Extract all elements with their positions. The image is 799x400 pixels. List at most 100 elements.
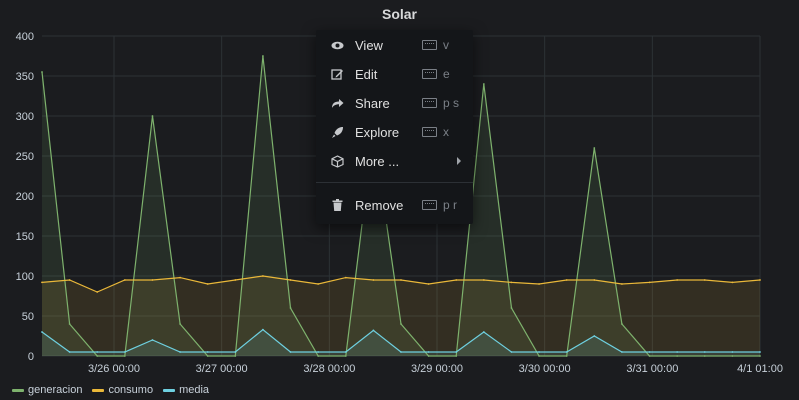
series-area-media <box>42 329 760 356</box>
series-area-generacion <box>42 56 760 356</box>
panel-title[interactable]: Solar <box>381 6 417 22</box>
data-point-media <box>648 351 651 353</box>
menu-item-share[interactable]: Share p s <box>316 90 473 116</box>
menu-item-label: Remove <box>355 197 404 213</box>
y-tick-label: 300 <box>16 111 34 123</box>
y-tick-label: 200 <box>16 191 34 203</box>
data-point-media <box>703 351 706 353</box>
data-point-consumo <box>648 281 651 284</box>
data-point-generacion <box>151 115 154 117</box>
data-point-consumo <box>759 279 761 281</box>
data-point-media <box>344 351 347 353</box>
panel-context-menu: View v Edit e Share p s Explore x <box>316 30 473 224</box>
data-point-generacion <box>703 355 706 357</box>
x-tick-label: 3/29 00:00 <box>411 363 463 375</box>
data-point-media <box>123 351 126 353</box>
data-point-media <box>455 351 458 353</box>
legend-item-consumo[interactable]: consumo <box>92 384 153 396</box>
data-point-consumo <box>262 275 264 277</box>
data-point-consumo <box>96 291 99 293</box>
y-tick-label: 100 <box>16 271 34 283</box>
legend-label: media <box>179 384 210 396</box>
keyboard-icon <box>422 98 437 108</box>
data-point-consumo <box>289 279 292 281</box>
menu-item-label: More ... <box>355 153 400 169</box>
menu-item-explore[interactable]: Explore x <box>316 119 473 145</box>
line-layer <box>41 55 761 357</box>
data-point-media <box>68 351 71 353</box>
menu-item-remove[interactable]: Remove p r <box>316 192 473 218</box>
area-layer <box>42 56 760 356</box>
data-point-generacion <box>41 71 43 73</box>
data-point-consumo <box>427 283 430 285</box>
cube-icon <box>330 154 344 168</box>
data-point-media <box>621 351 623 353</box>
x-tick-label: 3/27 00:00 <box>196 363 248 375</box>
keyboard-shortcut: p r <box>422 198 457 212</box>
data-point-consumo <box>510 281 513 284</box>
data-point-consumo <box>731 281 734 284</box>
data-point-media <box>289 351 292 353</box>
menu-item-label: View <box>355 37 383 53</box>
data-point-media <box>179 351 181 353</box>
data-point-generacion <box>482 83 485 85</box>
keyboard-shortcut: e <box>422 67 450 81</box>
data-point-consumo <box>123 279 126 281</box>
keyboard-icon <box>422 69 437 79</box>
x-tick-label: 3/30 00:00 <box>519 363 571 375</box>
data-point-media <box>234 351 237 353</box>
edit-icon <box>330 67 344 81</box>
y-tick-label: 0 <box>28 351 34 363</box>
rocket-icon <box>330 125 344 139</box>
keyboard-icon <box>422 40 437 50</box>
legend-swatch <box>92 388 105 392</box>
data-point-media <box>482 331 485 333</box>
data-point-generacion <box>538 355 540 357</box>
data-point-media <box>400 351 402 353</box>
menu-item-more[interactable]: More ... <box>316 148 473 174</box>
menu-item-label: Edit <box>355 66 378 82</box>
data-point-consumo <box>206 283 209 285</box>
data-point-consumo <box>538 283 540 285</box>
data-point-consumo <box>676 279 679 281</box>
data-point-generacion <box>759 355 761 357</box>
data-point-media <box>96 351 99 353</box>
menu-item-view[interactable]: View v <box>316 32 473 58</box>
data-point-generacion <box>427 355 430 357</box>
x-axis: 3/26 00:00 3/27 00:00 3/28 00:00 3/29 00:00… <box>88 363 783 375</box>
data-point-consumo <box>41 281 43 284</box>
shortcut-key: p r <box>443 198 458 212</box>
x-tick-label: 4/1 01:00 <box>737 363 783 375</box>
data-point-consumo <box>565 279 568 281</box>
y-tick-label: 150 <box>16 231 34 243</box>
keyboard-shortcut: x <box>422 125 449 139</box>
data-point-generacion <box>68 323 71 325</box>
keyboard-shortcut: v <box>422 38 449 52</box>
keyboard-icon <box>422 200 437 210</box>
data-point-media <box>262 328 264 331</box>
data-point-generacion <box>179 323 181 325</box>
data-point-generacion <box>123 355 126 357</box>
y-tick-label: 400 <box>16 31 34 43</box>
eye-icon <box>330 38 344 52</box>
data-point-consumo <box>593 279 596 281</box>
data-point-media <box>759 351 761 353</box>
legend-swatch <box>163 388 176 392</box>
data-point-media <box>317 351 320 353</box>
x-tick-label: 3/31 00:00 <box>626 363 678 375</box>
data-point-consumo <box>151 279 154 281</box>
menu-item-edit[interactable]: Edit e <box>316 61 473 87</box>
data-point-media <box>206 351 209 353</box>
legend-item-media[interactable]: media <box>163 384 209 396</box>
legend-item-generacion[interactable]: generacion <box>12 384 82 396</box>
data-point-generacion <box>676 355 679 357</box>
menu-divider <box>316 182 473 183</box>
data-point-consumo <box>455 279 458 281</box>
y-tick-label: 350 <box>16 71 34 83</box>
data-point-generacion <box>593 147 596 149</box>
data-point-consumo <box>400 279 402 281</box>
data-point-consumo <box>179 276 181 279</box>
y-axis: 0 50 100 150 200 250 300 350 400 <box>16 31 34 363</box>
